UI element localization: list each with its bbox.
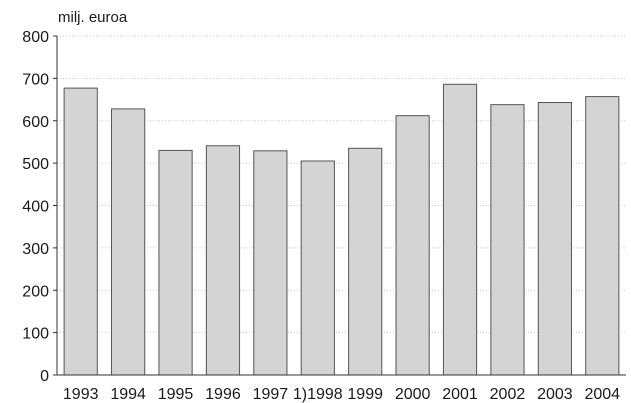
bars (63, 83, 620, 376)
y-tick-label: 300 (22, 241, 49, 258)
x-tick-label: 1994 (110, 386, 146, 403)
y-tick-label: 400 (22, 199, 49, 216)
y-tick-label: 600 (22, 114, 49, 131)
bar-2002 (490, 104, 525, 376)
y-tick-label: 800 (22, 29, 49, 46)
x-tick-label: 1996 (205, 386, 241, 403)
y-tick-label: 500 (22, 156, 49, 173)
x-axis: 1993 1994 1995 1996 1997 1)1998 1999 2000 2001 20… (57, 374, 626, 403)
x-tick-label: 2004 (584, 386, 620, 403)
y-tick-label: 0 (40, 368, 49, 385)
bar-1994 (111, 108, 146, 376)
bar-2004 (585, 96, 620, 376)
x-tick-label: 1)1998 (293, 386, 343, 403)
unit-label: milj. euroa (58, 9, 128, 26)
bar-1999 (348, 147, 383, 376)
bar-1997 (253, 150, 288, 376)
x-tick-label: 2003 (537, 386, 573, 403)
y-tick-label: 700 (22, 71, 49, 88)
bar-1995 (158, 149, 193, 376)
bar-1993 (63, 87, 98, 376)
y-tick-label: 200 (22, 283, 49, 300)
x-tick-label: 1999 (347, 386, 383, 403)
bar-1998 (300, 160, 335, 376)
x-tick-label: 2002 (490, 386, 526, 403)
bar-2003 (537, 102, 572, 376)
bar-2000 (395, 115, 430, 376)
y-axis: 0 100 200 300 400 500 600 700 800 (22, 29, 58, 385)
bar-1996 (205, 145, 241, 376)
x-tick-label: 1993 (63, 386, 99, 403)
x-tick-label: 1997 (253, 386, 289, 403)
bar-2001 (442, 83, 478, 376)
gridlines (57, 35, 626, 334)
x-tick-label: 2000 (395, 386, 431, 403)
y-tick-label: 100 (22, 326, 49, 343)
x-tick-label: 1995 (158, 386, 194, 403)
x-tick-label: 2001 (442, 386, 478, 403)
